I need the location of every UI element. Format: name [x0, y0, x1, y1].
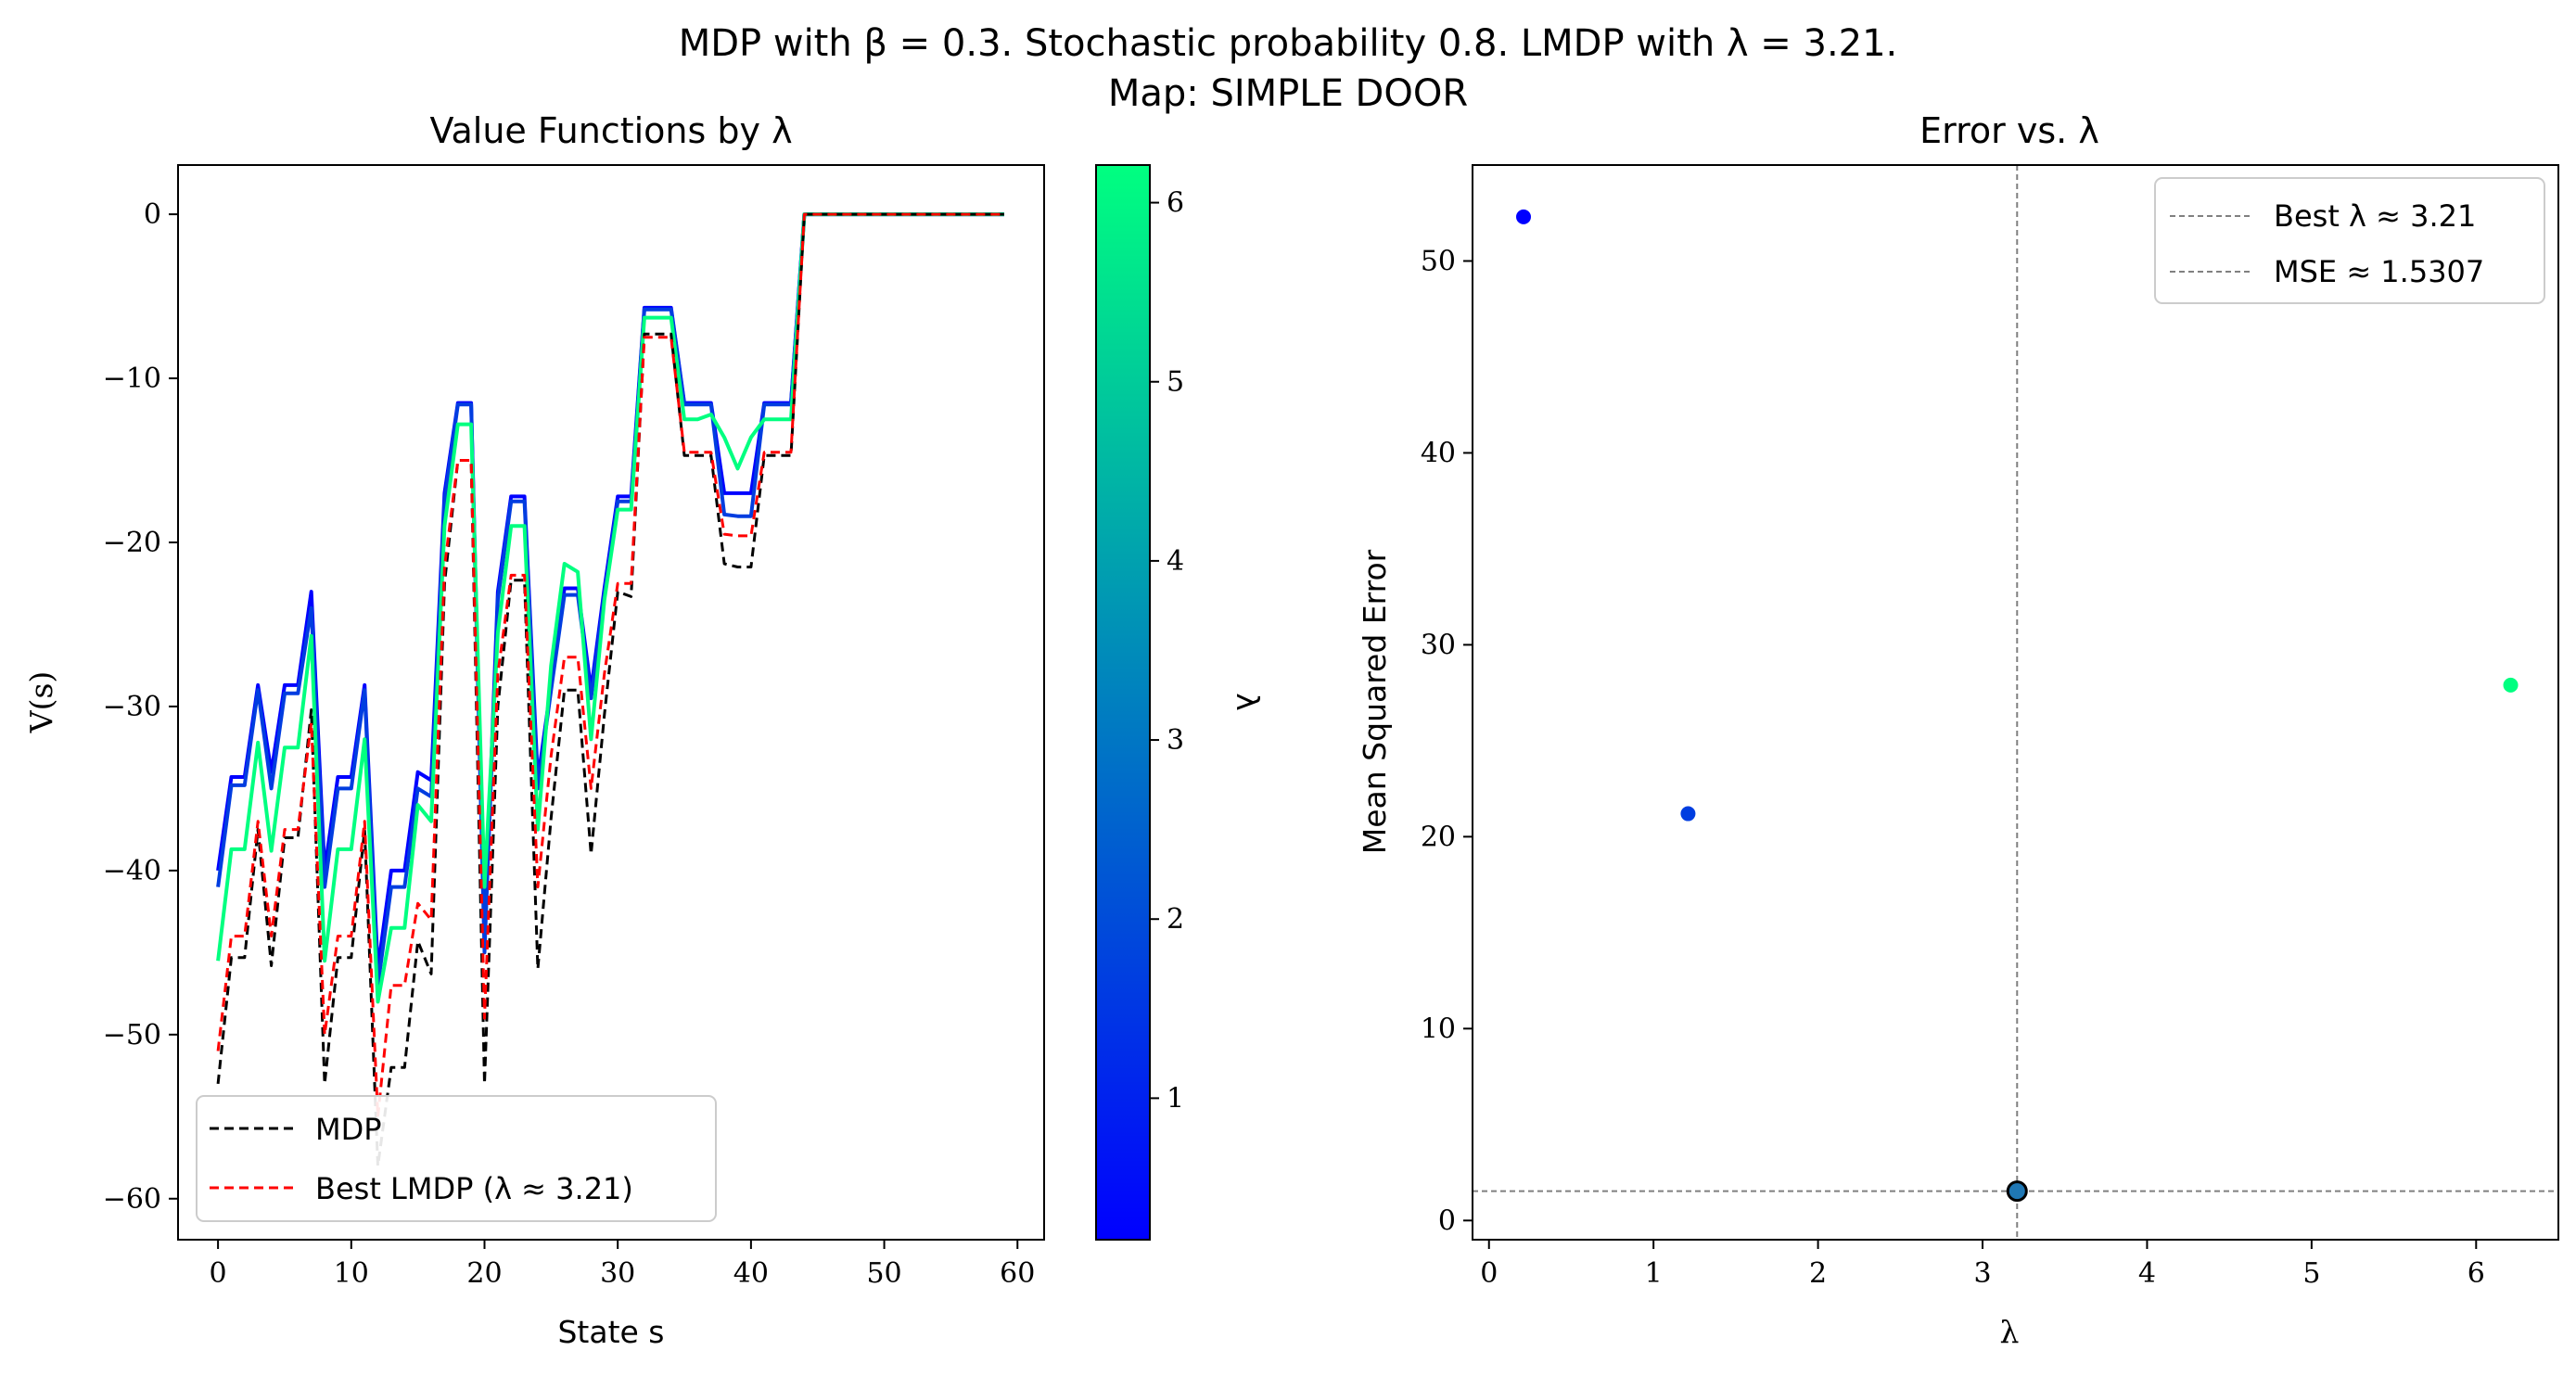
left-ytick-label: −50 [103, 1019, 161, 1051]
series-line-mdp [216, 212, 1004, 1167]
colorbar-tick-label: 3 [1167, 724, 1184, 757]
left-ytick-label: −30 [103, 691, 161, 723]
left-axes-frame [177, 164, 1045, 1241]
left-ytick-label: 0 [144, 198, 161, 231]
right-xtick-label: 1 [1645, 1257, 1663, 1290]
series-line-6-21 [216, 212, 1004, 1004]
suptitle-line2: Map: SIMPLE DOOR [1108, 72, 1468, 115]
right-ytick-label: 50 [1421, 245, 1456, 277]
colorbar-gradient [1095, 164, 1151, 1241]
error-vs-lambda-chart: Error vs. λ 0 1 2 3 4 5 6 0 10 20 30 40 50 λ Mean Sq… [1357, 110, 2559, 1350]
left-xtick-label: 50 [866, 1257, 901, 1290]
value-functions-chart: Value Functions by λ 0 10 20 30 40 50 60 0 −10 −2… [23, 110, 1266, 1350]
left-xtick-label: 10 [334, 1257, 369, 1290]
left-ytick-label: −60 [103, 1183, 161, 1216]
colorbar-label: λ [1230, 693, 1266, 711]
left-xtick-label: 0 [210, 1257, 227, 1290]
legend-label-mse: MSE ≈ 1.5307 [2274, 254, 2484, 289]
right-ytick-label: 40 [1421, 437, 1456, 469]
right-ytick-label: 30 [1421, 629, 1456, 661]
left-ytick-label: −40 [103, 855, 161, 887]
left-ytick-label: −20 [103, 527, 161, 559]
right-xtick-label: 4 [2138, 1257, 2156, 1290]
colorbar-tick-label: 4 [1167, 545, 1184, 578]
right-ytick-label: 10 [1421, 1013, 1456, 1045]
legend-label-best-lmdp: Best LMDP (λ ≈ 3.21) [315, 1171, 633, 1206]
scatter-point [2503, 677, 2519, 693]
left-ytick-label: −10 [103, 363, 161, 395]
right-xtick-label: 0 [1480, 1257, 1498, 1290]
right-ytick-label: 0 [1438, 1204, 1456, 1237]
legend-label-mdp: MDP [315, 1112, 382, 1147]
left-xtick-label: 30 [600, 1257, 635, 1290]
right-ylabel: Mean Squared Error [1357, 549, 1393, 854]
series-line-best-lmdp-3-21 [216, 212, 1004, 1118]
right-ytick-label: 20 [1421, 821, 1456, 853]
left-xtick-label: 20 [466, 1257, 502, 1290]
right-xtick-label: 3 [1973, 1257, 1991, 1290]
left-legend: MDP Best LMDP (λ ≈ 3.21) [196, 1095, 717, 1222]
colorbar-tick-label: 1 [1167, 1082, 1184, 1115]
colorbar: 1 2 3 4 5 6 λ [1095, 164, 1266, 1241]
legend-label-best-lambda: Best λ ≈ 3.21 [2274, 198, 2476, 234]
right-axes-frame [1472, 164, 2559, 1241]
left-ylabel: V(s) [23, 671, 59, 734]
colorbar-tick-label: 2 [1167, 903, 1184, 936]
right-xtick-label: 2 [1809, 1257, 1827, 1290]
right-xtick-label: 6 [2468, 1257, 2485, 1290]
right-legend-box [2154, 177, 2545, 304]
scatter-point [1516, 209, 1532, 224]
right-chart-title: Error vs. λ [1919, 110, 2099, 151]
left-chart-title: Value Functions by λ [429, 110, 792, 151]
right-xlabel: λ [2000, 1314, 2020, 1350]
left-xtick-label: 60 [1000, 1257, 1035, 1290]
colorbar-tick-label: 6 [1167, 187, 1184, 220]
left-xlabel: State s [557, 1314, 664, 1350]
colorbar-tick-label: 5 [1167, 366, 1184, 399]
left-legend-box [196, 1095, 717, 1222]
left-xtick-label: 40 [733, 1257, 769, 1290]
scatter-point [1680, 806, 1696, 822]
right-legend: Best λ ≈ 3.21 MSE ≈ 1.5307 [2154, 177, 2545, 304]
suptitle-line1: MDP with β = 0.3. Stochastic probability… [679, 22, 1898, 65]
best-point-marker [2006, 1180, 2028, 1203]
right-xtick-label: 5 [2302, 1257, 2320, 1290]
